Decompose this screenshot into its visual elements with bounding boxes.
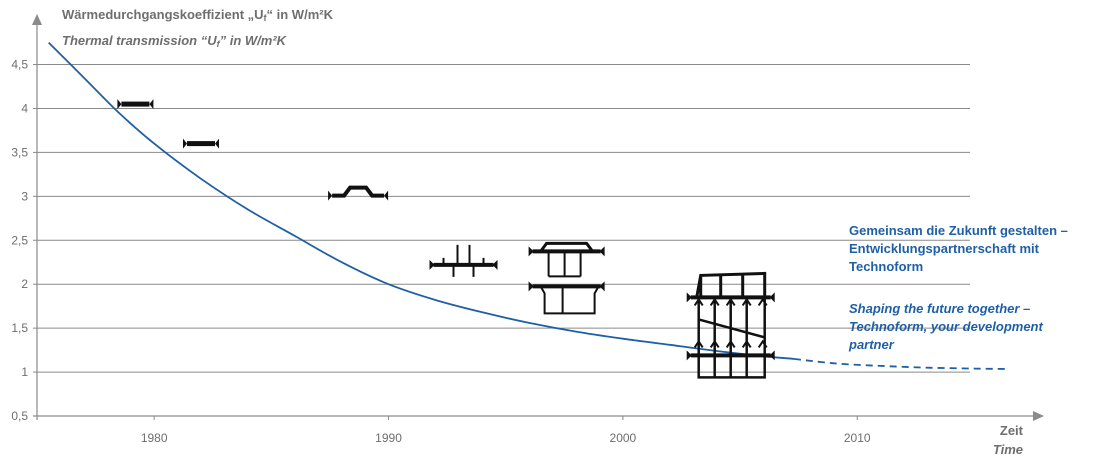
y-tick-label: 2	[21, 277, 28, 291]
u-value-curve	[48, 41, 795, 360]
x-axis-title-de: Zeit	[999, 423, 1023, 438]
y-axis-arrow	[32, 14, 42, 25]
y-tick-label: 3,5	[11, 145, 28, 159]
x-tick-label: 1980	[141, 431, 168, 445]
y-tick-label: 1,5	[11, 321, 28, 335]
profiles-layer	[117, 99, 775, 379]
omega-profile	[328, 185, 389, 201]
x-tick-label: 2010	[844, 431, 871, 445]
y-axis-title-en: Thermal transmission “Uf” in W/m²K	[62, 33, 287, 49]
x-axis-title-en: Time	[992, 442, 1023, 457]
flat-bar-profile	[117, 99, 154, 110]
flat-bar-profile	[183, 138, 219, 149]
projection-curve	[793, 358, 1010, 370]
x-tick-label: 1990	[375, 431, 402, 445]
t-profile	[429, 244, 498, 277]
multi-chamber-profile	[686, 271, 775, 379]
y-tick-label: 2,5	[11, 233, 28, 247]
y-tick-label: 4,5	[11, 58, 28, 72]
y-tick-label: 4	[21, 101, 28, 115]
y-tick-label: 1	[21, 365, 28, 379]
note-text-de: Gemeinsam die Zukunft gestalten – Entwic…	[849, 223, 1068, 274]
y-axis: 0,5 1 1,5 2 2,5 3 3,5 4 4,5	[11, 14, 42, 423]
gridlines	[37, 64, 970, 373]
x-axis: 1980 1990 2000 2010	[33, 411, 1044, 445]
x-tick-label: 2000	[610, 431, 637, 445]
y-tick-label: 3	[21, 189, 28, 203]
y-tick-label: 0,5	[11, 409, 28, 423]
box-profile	[528, 241, 605, 315]
note-text-en: Shaping the future together – Technoform…	[849, 301, 1043, 352]
y-axis-title-de: Wärmedurchgangskoeffizient „Uf“ in W/m²K	[62, 7, 333, 23]
x-axis-arrow	[1033, 411, 1044, 421]
series-layer	[48, 41, 1010, 370]
